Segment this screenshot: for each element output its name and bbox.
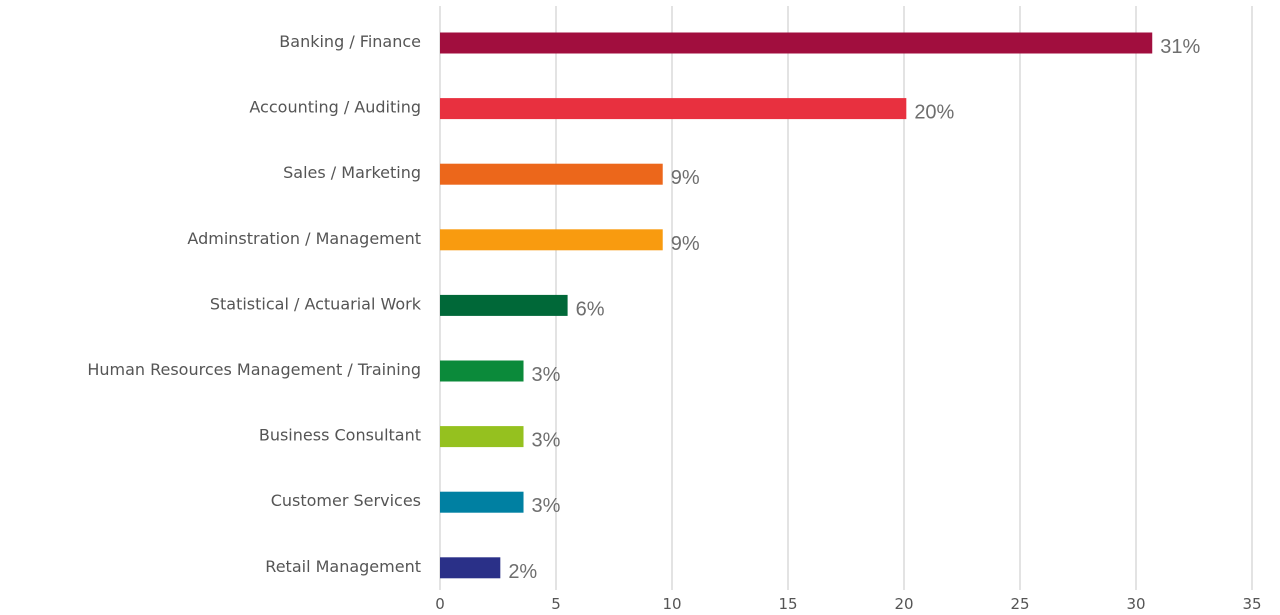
x-tick-label: 15 bbox=[778, 595, 797, 613]
data-label: 20% bbox=[914, 102, 954, 124]
data-labels: 31% 20% 9% 9% 6% 3% 3% 3% 2% bbox=[508, 36, 1200, 583]
bar bbox=[440, 32, 1153, 54]
category-label: Customer Services bbox=[271, 491, 421, 510]
x-tick-label: 5 bbox=[551, 595, 561, 613]
data-label: 2% bbox=[508, 561, 537, 583]
category-label: Adminstration / Management bbox=[187, 229, 421, 248]
data-label: 6% bbox=[576, 298, 605, 320]
bar bbox=[440, 229, 663, 251]
x-tick-label: 0 bbox=[435, 595, 445, 613]
category-label: Business Consultant bbox=[259, 426, 421, 445]
category-labels: Banking / Finance Accounting / Auditing Sa… bbox=[87, 32, 421, 576]
data-label: 3% bbox=[532, 364, 561, 386]
category-label: Banking / Finance bbox=[279, 32, 421, 51]
category-label: Retail Management bbox=[265, 557, 421, 576]
category-label: Statistical / Actuarial Work bbox=[210, 294, 422, 313]
data-label: 9% bbox=[671, 233, 700, 255]
category-label: Accounting / Auditing bbox=[249, 98, 421, 117]
data-label: 3% bbox=[532, 495, 561, 517]
x-tick-label: 10 bbox=[662, 595, 681, 613]
bars bbox=[440, 32, 1153, 579]
x-axis-ticks: 0 5 10 15 20 25 30 35 bbox=[435, 595, 1261, 613]
bar bbox=[440, 163, 663, 185]
x-tick-label: 30 bbox=[1126, 595, 1145, 613]
category-label: Sales / Marketing bbox=[283, 163, 421, 182]
x-tick-label: 25 bbox=[1010, 595, 1029, 613]
bar bbox=[440, 98, 907, 120]
bar bbox=[440, 557, 501, 579]
bar bbox=[440, 294, 568, 316]
data-label: 31% bbox=[1160, 36, 1200, 58]
category-label: Human Resources Management / Training bbox=[87, 360, 421, 379]
x-tick-label: 20 bbox=[894, 595, 913, 613]
x-tick-label: 35 bbox=[1242, 595, 1261, 613]
bar bbox=[440, 426, 524, 448]
bar bbox=[440, 360, 524, 382]
data-label: 9% bbox=[671, 167, 700, 189]
bar bbox=[440, 491, 524, 513]
data-label: 3% bbox=[532, 430, 561, 452]
